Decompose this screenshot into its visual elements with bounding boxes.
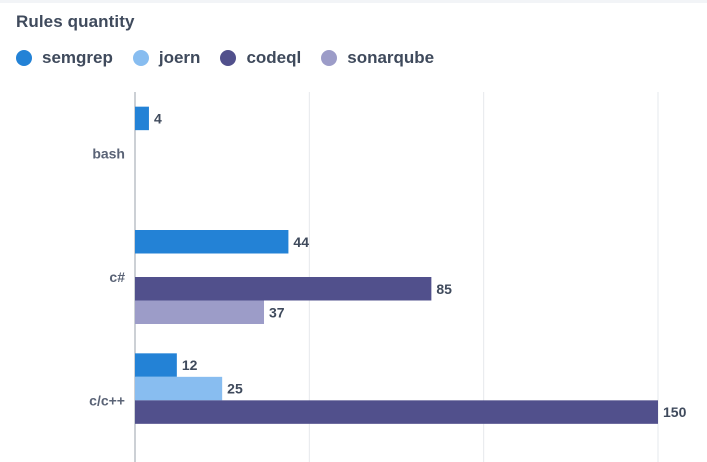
legend-label-joern: joern — [158, 48, 201, 67]
legend-swatch-joern — [132, 50, 149, 66]
legend-item-sonarqube[interactable]: sonarqube — [321, 48, 434, 68]
value-label-semgrep-c#: 44 — [293, 234, 309, 250]
bar-codeql-c/c++[interactable] — [135, 400, 658, 424]
chart-legend: semgrep joern codeql sonarqube — [16, 47, 454, 69]
bar-semgrep-c/c++[interactable] — [135, 353, 177, 377]
value-label-joern-c/c++: 25 — [227, 381, 243, 397]
legend-swatch-semgrep — [16, 50, 32, 66]
value-label-semgrep-c/c++: 12 — [182, 357, 198, 373]
legend-label-semgrep: semgrep — [42, 48, 113, 67]
value-label-codeql-c#: 85 — [436, 281, 452, 297]
value-label-semgrep-bash: 4 — [154, 110, 162, 126]
bar-semgrep-c#[interactable] — [135, 230, 289, 254]
bar-codeql-c#[interactable] — [135, 277, 432, 301]
legend-item-semgrep[interactable]: semgrep — [16, 48, 113, 68]
legend-swatch-sonarqube — [321, 50, 338, 66]
legend-swatch-codeql — [220, 50, 237, 66]
bar-sonarqube-c#[interactable] — [135, 300, 265, 325]
value-label-codeql-c/c++: 150 — [663, 404, 687, 420]
bar-semgrep-bash[interactable] — [135, 106, 149, 131]
value-label-sonarqube-c#: 37 — [269, 304, 285, 320]
legend-item-codeql[interactable]: codeql — [220, 48, 301, 68]
legend-label-sonarqube: sonarqube — [347, 48, 435, 67]
top-divider — [0, 0, 707, 3]
chart-title: Rules quantity — [16, 12, 135, 31]
legend-item-joern[interactable]: joern — [132, 48, 201, 68]
category-label-c/c++: c/c++ — [89, 392, 125, 408]
category-label-bash: bash — [92, 146, 125, 162]
category-label-c#: c# — [109, 269, 125, 285]
legend-label-codeql: codeql — [246, 48, 302, 67]
bar-joern-c/c++[interactable] — [135, 376, 223, 401]
